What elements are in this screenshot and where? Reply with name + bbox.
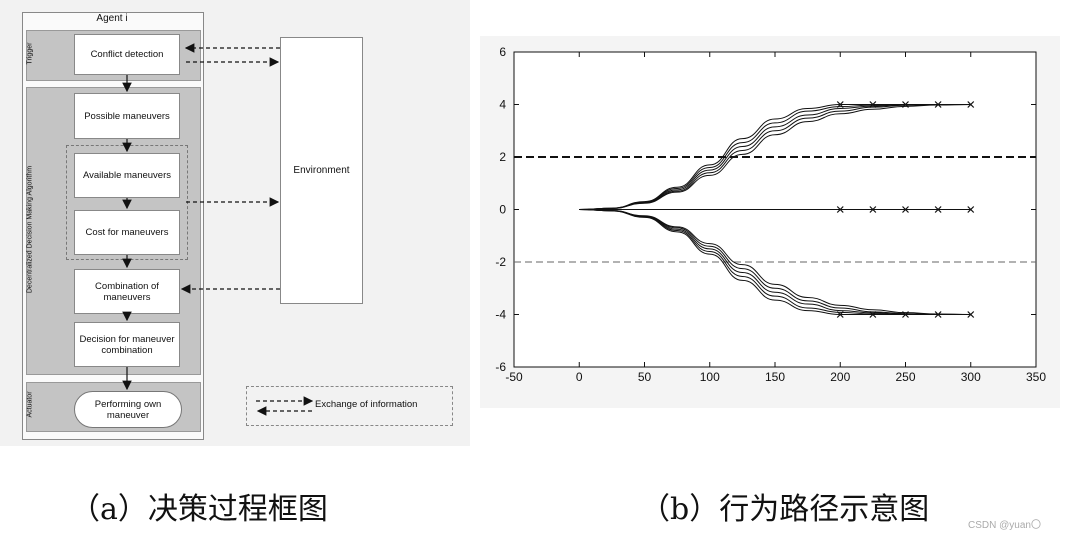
y-tick-label: 6 <box>499 45 506 59</box>
series-line <box>579 104 971 210</box>
x-marker <box>934 206 942 213</box>
x-tick-label: -50 <box>505 370 523 384</box>
x-marker <box>967 101 975 108</box>
x-marker <box>934 311 942 318</box>
legend-box <box>246 386 453 426</box>
x-marker <box>902 206 909 213</box>
x-tick-label: 300 <box>961 370 981 384</box>
flowchart-arrows <box>122 43 314 416</box>
x-tick-label: 100 <box>700 370 720 384</box>
watermark: CSDN @yuan〇 <box>968 520 1041 531</box>
x-marker <box>902 311 909 318</box>
series-line <box>579 104 971 210</box>
x-marker <box>869 311 877 318</box>
y-tick-label: -2 <box>495 255 506 269</box>
environment-box: Environment <box>280 37 363 304</box>
x-tick-label: 250 <box>895 370 915 384</box>
combination-box: Combination of maneuvers <box>74 269 180 314</box>
caption-b: （b）行为路径示意图 <box>640 492 930 527</box>
series-line <box>579 209 971 315</box>
x-marker <box>836 101 844 108</box>
caption-a: （a）决策过程框图 <box>70 492 328 527</box>
flowchart-panel: Agent i Trigger Decentralized Decision M… <box>0 0 470 446</box>
conflict-detection-box: Conflict detection <box>74 34 180 75</box>
possible-maneuvers-box: Possible maneuvers <box>74 93 180 139</box>
x-tick-label: 50 <box>638 370 652 384</box>
decision-box: Decision for maneuver combination <box>74 322 180 367</box>
available-maneuvers-box: Available maneuvers <box>74 153 180 198</box>
agent-title: Agent i <box>96 13 128 24</box>
x-marker <box>869 206 877 213</box>
y-tick-label: -6 <box>495 360 506 374</box>
y-tick-label: 2 <box>499 150 506 164</box>
performing-oval: Performing own maneuver <box>74 391 182 428</box>
y-tick-label: -4 <box>495 308 506 322</box>
x-tick-label: 150 <box>765 370 785 384</box>
y-tick-label: 0 <box>499 203 506 217</box>
x-marker <box>836 206 844 213</box>
x-marker <box>869 101 877 108</box>
x-marker <box>934 101 942 108</box>
x-marker <box>836 311 844 318</box>
path-chart: -50 0 50 100 150 200 250 300 350 6 4 2 0 -2 -4 -6 <box>480 36 1060 408</box>
x-tick-label: 350 <box>1026 370 1046 384</box>
x-marker <box>967 206 975 213</box>
y-tick-label: 4 <box>499 98 506 112</box>
x-tick-label: 200 <box>830 370 850 384</box>
legend-text: Exchange of information <box>315 399 418 410</box>
x-tick-label: 0 <box>576 370 583 384</box>
series-line <box>579 209 971 315</box>
cost-box: Cost for maneuvers <box>74 210 180 255</box>
x-marker <box>902 101 909 108</box>
x-marker <box>967 311 975 318</box>
